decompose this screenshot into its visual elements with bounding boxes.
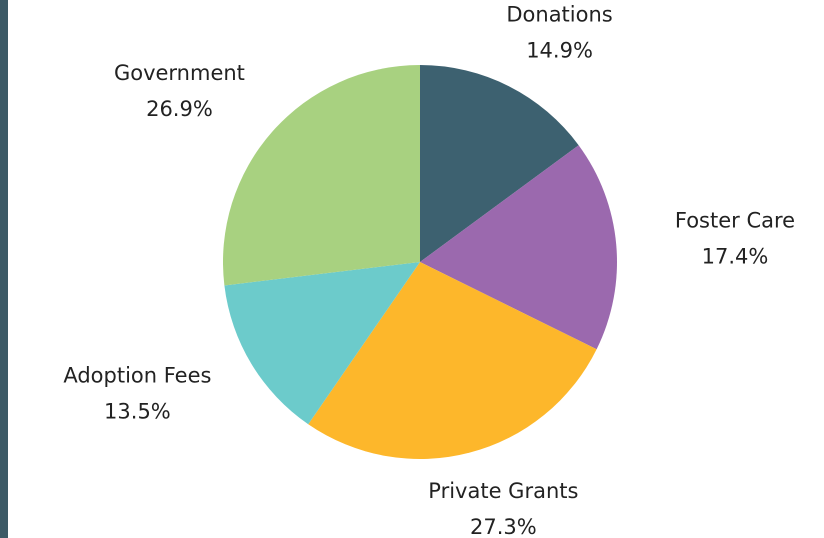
slice-value: 13.5%: [104, 399, 171, 423]
pie-slice: [420, 65, 579, 262]
side-bar: [0, 0, 8, 538]
slice-value: 17.4%: [702, 245, 769, 269]
slice-value: 26.9%: [146, 97, 213, 121]
slice-label: Adoption Fees: [63, 363, 211, 387]
slice-label: Government: [114, 61, 245, 85]
slice-value: 14.9%: [526, 38, 593, 62]
slice-label: Donations: [506, 2, 612, 26]
pie-slice: [308, 262, 597, 459]
pie-slice: [224, 262, 420, 425]
pie-slice: [223, 65, 420, 286]
slice-value: 27.3%: [470, 515, 537, 538]
slice-label: Private Grants: [428, 479, 578, 503]
slice-label: Foster Care: [675, 209, 795, 233]
pie-slice: [420, 145, 617, 350]
